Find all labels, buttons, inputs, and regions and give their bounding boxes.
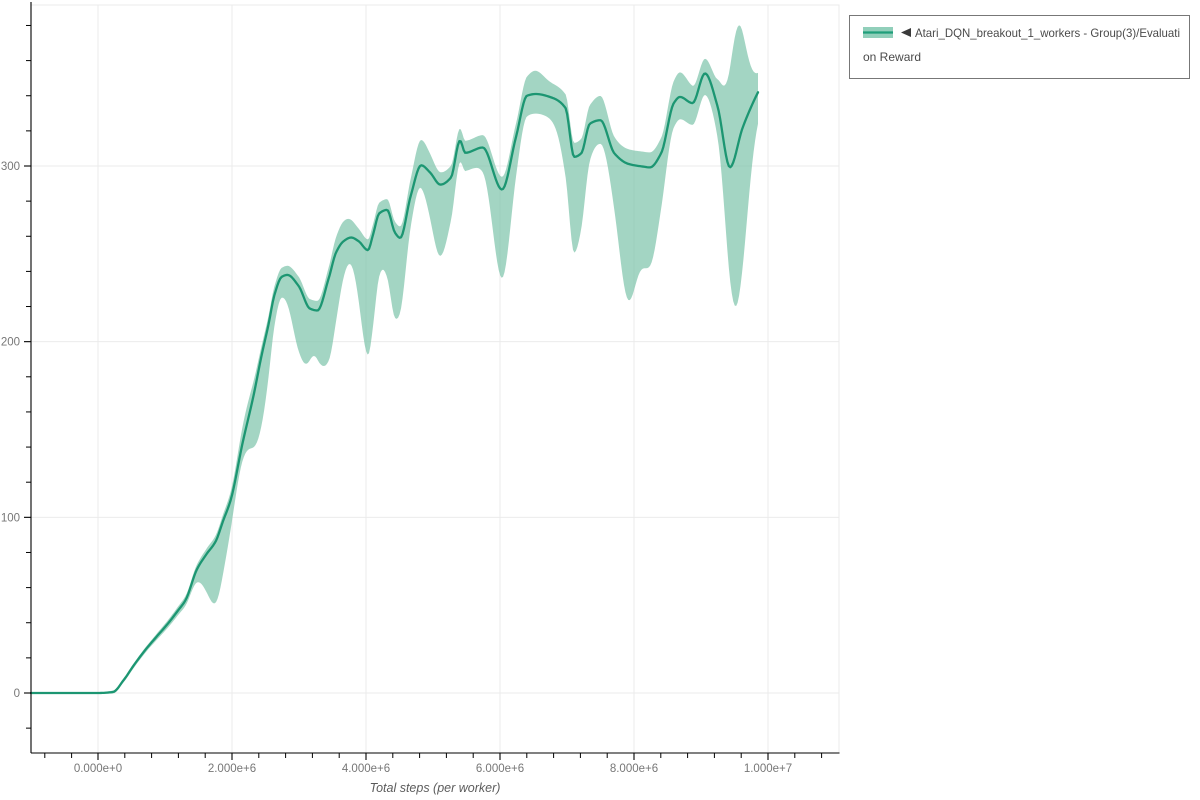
svg-text:on Reward: on Reward	[863, 50, 921, 64]
svg-text:Atari_DQN_breakout_1_workers -: Atari_DQN_breakout_1_workers - Group(3)/…	[915, 26, 1180, 40]
svg-text:4.000e+6: 4.000e+6	[342, 763, 390, 775]
svg-text:200: 200	[1, 337, 20, 349]
svg-text:Total steps (per worker): Total steps (per worker)	[370, 781, 501, 795]
svg-text:0: 0	[14, 688, 20, 700]
svg-text:6.000e+6: 6.000e+6	[476, 763, 524, 775]
svg-text:0.000e+0: 0.000e+0	[74, 763, 122, 775]
svg-text:100: 100	[1, 512, 20, 524]
svg-text:2.000e+6: 2.000e+6	[208, 763, 256, 775]
svg-text:1.000e+7: 1.000e+7	[744, 763, 792, 775]
svg-text:300: 300	[1, 161, 20, 173]
svg-text:8.000e+6: 8.000e+6	[610, 763, 658, 775]
